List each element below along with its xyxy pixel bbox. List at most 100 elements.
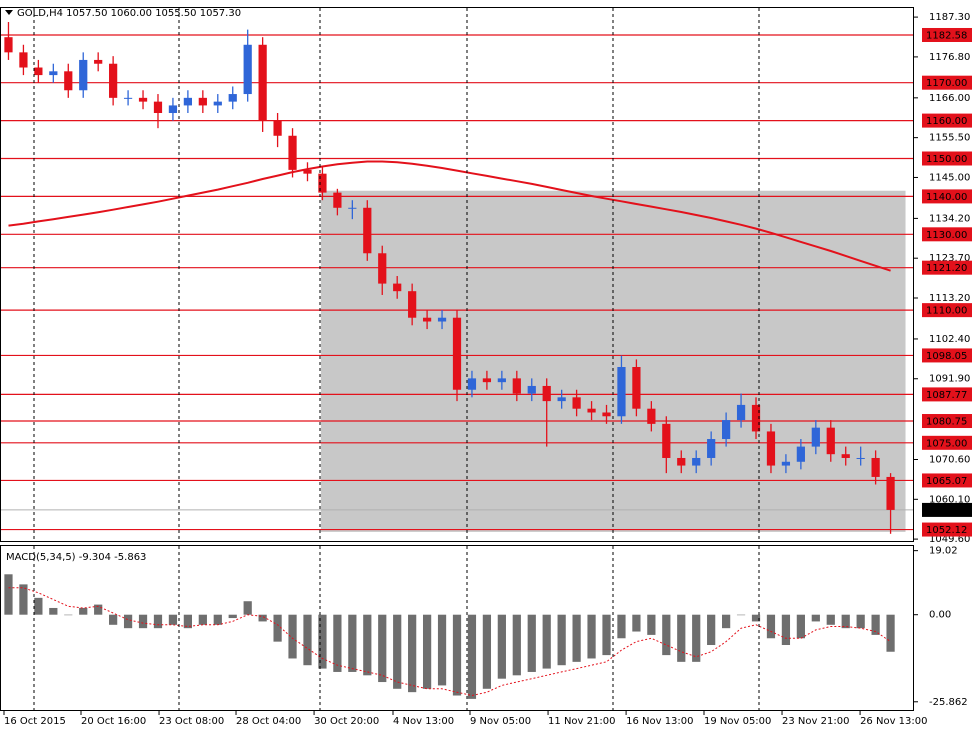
level-label: 1110.00 xyxy=(926,306,967,317)
candle-body xyxy=(437,317,447,322)
macd-bar xyxy=(572,614,581,662)
candle-body xyxy=(542,385,551,402)
candle-body xyxy=(273,120,282,136)
candle-body xyxy=(49,71,58,76)
x-tick-label: 20 Oct 16:00 xyxy=(81,716,146,727)
x-tick-label: 9 Nov 05:00 xyxy=(470,716,531,727)
candle-body xyxy=(707,439,716,458)
macd-bar xyxy=(109,614,118,625)
candle-body xyxy=(736,404,746,421)
macd-bar xyxy=(393,614,402,689)
candle-body xyxy=(856,457,865,459)
zone xyxy=(320,190,906,532)
macd-bar xyxy=(168,614,178,625)
separators xyxy=(33,8,760,710)
candle-body xyxy=(138,97,148,102)
level-label: 1150.00 xyxy=(926,154,967,165)
macd-signal xyxy=(8,587,891,697)
level-label: 1080.75 xyxy=(926,417,967,428)
macd-bar xyxy=(408,614,417,693)
candle-body xyxy=(841,454,850,458)
menu-arrow xyxy=(5,10,13,15)
candle-body xyxy=(422,317,432,322)
level-label: 1121.20 xyxy=(926,263,967,274)
macd-bar xyxy=(273,614,282,642)
macd-bar xyxy=(766,614,776,639)
current-price-box xyxy=(922,502,972,517)
macd-bar xyxy=(587,614,596,659)
macd-bar xyxy=(183,614,192,629)
macd-bar xyxy=(662,614,671,656)
macd-bar xyxy=(512,614,521,676)
candle-body xyxy=(19,52,28,68)
candle-body xyxy=(692,457,701,466)
candle-body xyxy=(796,446,805,462)
y-tick-label: 1070.60 xyxy=(929,454,970,465)
macd-bar xyxy=(692,614,701,662)
y-tick-label: 1145.00 xyxy=(929,172,970,183)
y-tick-label: 1155.50 xyxy=(929,133,970,144)
macd-bar xyxy=(722,614,731,629)
macd-bar xyxy=(811,614,820,622)
macd-bar xyxy=(333,614,342,672)
level-label: 1052.12 xyxy=(926,525,967,536)
candle-body xyxy=(886,476,895,510)
y-tick-label: 1134.20 xyxy=(929,213,970,224)
macd-bar xyxy=(348,614,357,672)
macd-bar xyxy=(632,614,641,632)
candle-body xyxy=(34,67,43,76)
candle-body xyxy=(79,59,88,91)
candle-body xyxy=(587,408,596,413)
candle-body xyxy=(123,97,133,99)
macd-bar xyxy=(437,614,447,686)
level-label-box xyxy=(922,414,972,429)
level-label-box xyxy=(922,113,972,128)
macd-bar xyxy=(303,614,312,666)
macd-bar xyxy=(123,614,133,629)
level-label: 1140.00 xyxy=(926,192,967,203)
candle-body xyxy=(4,37,13,53)
x-tick-label: 16 Nov 13:00 xyxy=(626,716,693,727)
candle-body xyxy=(243,44,252,95)
level-label: 1098.05 xyxy=(926,351,967,362)
macd-bar xyxy=(138,614,148,629)
y-tick-label: 1091.90 xyxy=(929,374,970,385)
macd-bar xyxy=(363,614,372,676)
candle-body xyxy=(153,101,163,114)
macd-bar xyxy=(602,614,611,656)
x-tick-label: 16 Oct 2015 xyxy=(4,716,66,727)
level-label-box xyxy=(922,387,972,402)
candle-body xyxy=(64,71,73,91)
candle-body xyxy=(333,192,342,208)
candle-body xyxy=(826,427,835,455)
level-label-box xyxy=(922,435,972,450)
candle-body xyxy=(602,412,611,417)
level-label: 1065.07 xyxy=(926,476,967,487)
candle-body xyxy=(482,378,492,383)
macd-bar xyxy=(557,614,566,666)
macd-bar xyxy=(378,614,387,683)
candle-body xyxy=(408,291,417,318)
macd-bar xyxy=(243,601,252,615)
macd-bar xyxy=(288,614,297,659)
macd-bar xyxy=(497,614,506,679)
macd-bar xyxy=(467,614,477,699)
level-label: 1182.58 xyxy=(926,30,967,41)
x-tick-label: 11 Nov 21:00 xyxy=(548,716,615,727)
candle-body xyxy=(527,385,536,394)
macd-bar xyxy=(647,614,656,635)
level-label-box xyxy=(922,75,972,90)
macd-bar xyxy=(542,614,551,669)
chart-title: GOLD,H4 1057.50 1060.00 1055.50 1057.30 xyxy=(17,8,241,19)
top-layer: 1187.30 1176.80 1166.00 1155.50 1145.00 1134.… xyxy=(3,12,972,727)
level-label: 1160.00 xyxy=(926,116,967,127)
x-tick-label: 23 Oct 08:00 xyxy=(159,716,224,727)
candle-body xyxy=(109,63,118,98)
level-label-box xyxy=(922,227,972,242)
candle-body xyxy=(288,135,297,170)
macd-bar xyxy=(213,614,222,625)
main-layer xyxy=(1,22,913,699)
macd-bar xyxy=(841,614,850,629)
candle-body xyxy=(198,97,207,106)
